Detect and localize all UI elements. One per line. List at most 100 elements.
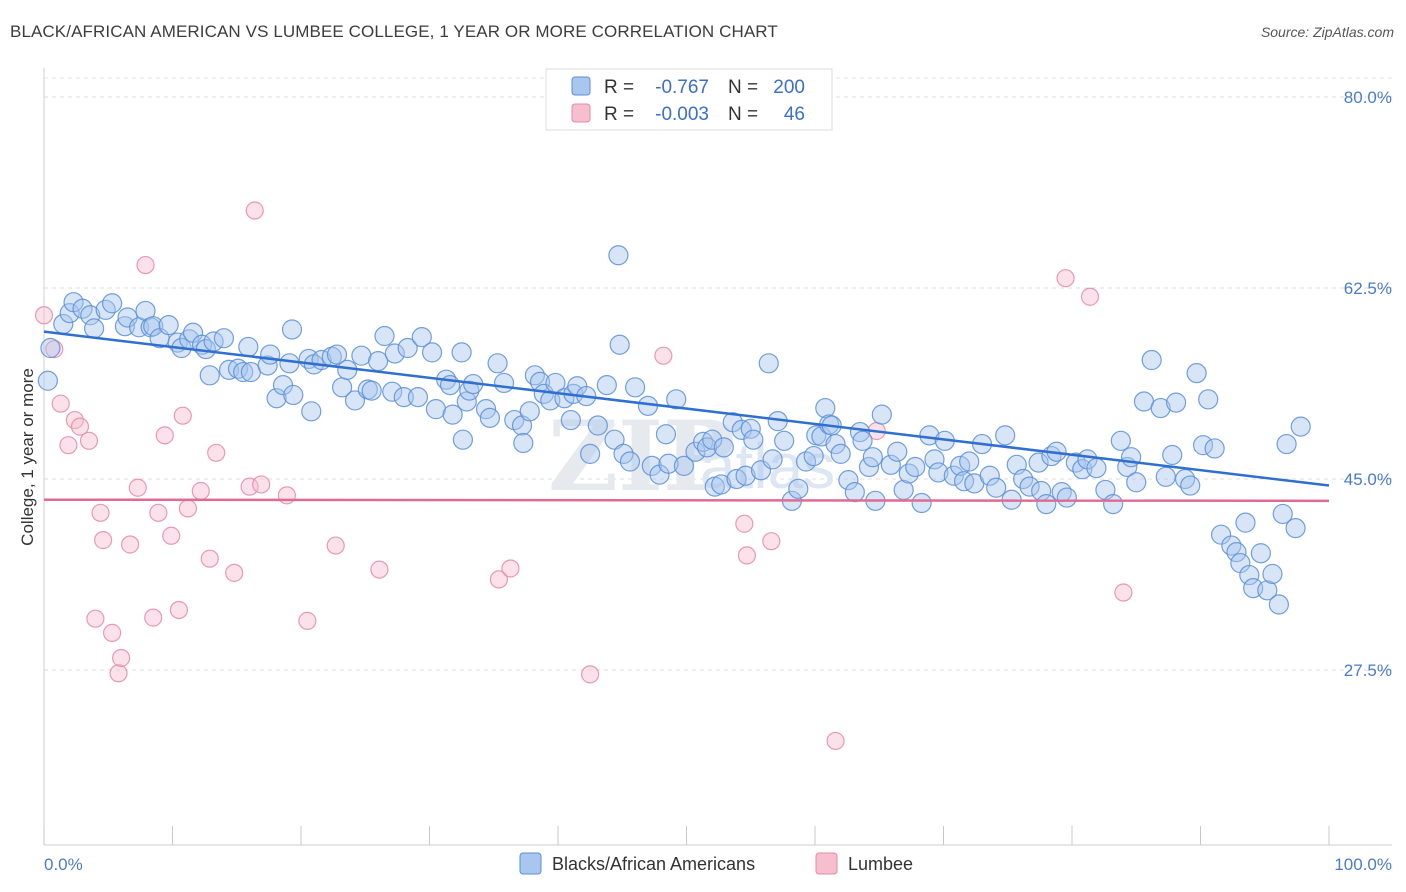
blue-data-point [1165, 392, 1187, 413]
blue-data-point [1250, 543, 1271, 564]
pink-data-point [109, 664, 128, 683]
blue-data-point [880, 454, 901, 475]
blue-data-point [758, 353, 779, 374]
legend-n-value-1: 200 [773, 77, 805, 98]
blue-data-point [762, 449, 783, 470]
blue-data-point [609, 334, 630, 355]
blue-data-point [451, 342, 472, 363]
legend-r-value-1: -0.767 [655, 77, 709, 98]
blue-data-point [1162, 444, 1183, 466]
pink-data-point [654, 346, 673, 365]
blue-data-point [1056, 487, 1077, 508]
blue-data-point [393, 387, 414, 408]
blue-data-point [702, 429, 723, 450]
blue-data-point [815, 397, 836, 419]
blue-data-point [1204, 438, 1225, 459]
pink-data-point [51, 394, 70, 413]
blue-data-point [1110, 430, 1131, 451]
blue-data-point [604, 429, 625, 450]
pink-data-point [501, 559, 520, 578]
blue-data-point [102, 293, 123, 314]
blue-data-point [979, 465, 1000, 486]
blue-data-point [711, 474, 732, 495]
blue-data-point [803, 445, 824, 467]
blue-data-point [560, 409, 581, 431]
y-tick-label: 62.5% [1344, 279, 1392, 298]
lumbee-points [34, 201, 1133, 751]
blue-data-point [624, 377, 646, 398]
pink-data-point [370, 560, 389, 579]
blue-data-point [788, 478, 809, 499]
blue-data-point [40, 337, 61, 359]
pink-data-point [149, 503, 168, 522]
blue-data-point [1180, 475, 1201, 496]
series-legend-swatch-blue [519, 852, 542, 875]
blue-data-point [213, 328, 234, 349]
blue-data-point [953, 471, 975, 492]
blue-data-point [959, 451, 980, 472]
source-credit: Source: ZipAtlas.com [1260, 24, 1394, 40]
blue-data-point [1226, 542, 1247, 563]
correlation-legend: R = -0.767 N = 200 R = -0.003 N = 46 [545, 68, 833, 131]
pink-data-point [252, 475, 271, 494]
pink-data-point [79, 431, 99, 450]
blue-data-point [673, 455, 695, 477]
blue-data-point [479, 407, 500, 428]
pink-data-point [737, 546, 756, 565]
blue-data-point [84, 318, 105, 339]
blue-data-point [1126, 472, 1147, 493]
pink-data-point [70, 417, 90, 436]
blue-data-point [80, 305, 101, 326]
y-tick-labels: 27.5% 45.0% 62.5% 80.0% [1344, 88, 1392, 680]
pink-data-point [1114, 583, 1133, 602]
pink-data-point [326, 536, 345, 555]
series-legend: Blacks/African Americans Lumbee [519, 852, 913, 875]
pink-data-point [207, 443, 226, 462]
pink-data-point [245, 201, 264, 220]
blue-data-point [421, 342, 443, 363]
blue-data-point [266, 388, 287, 409]
blue-data-point [233, 361, 254, 383]
blue-data-point [513, 432, 534, 454]
pink-data-point [178, 499, 198, 518]
blue-data-point [72, 298, 93, 319]
pink-data-point [277, 486, 296, 505]
blue-data-point [596, 375, 617, 396]
blue-data-point [943, 465, 964, 486]
blue-data-point [459, 380, 480, 401]
series-legend-label-pink: Lumbee [848, 854, 913, 874]
blue-data-point [1155, 466, 1176, 487]
blue-data-point [143, 316, 164, 337]
blue-data-point [37, 370, 58, 391]
blue-data-point [199, 365, 220, 386]
blue-data-point [1272, 503, 1293, 525]
blue-data-point [774, 430, 795, 451]
blue-data-point [743, 429, 764, 450]
blue-data-point [487, 353, 508, 374]
black-african-american-points [37, 245, 1311, 615]
blue-data-point [279, 353, 300, 374]
legend-swatch-pink [571, 103, 591, 123]
blue-data-point [830, 443, 851, 464]
blue-data-point [887, 441, 908, 462]
blue-data-point [361, 380, 382, 401]
blue-data-point [905, 456, 926, 478]
blue-data-point [871, 404, 892, 425]
pink-data-point [298, 611, 317, 630]
blue-data-point [452, 429, 474, 450]
lumbee-trend-line [43, 498, 1330, 503]
blue-data-point [1257, 580, 1278, 601]
blue-data-point [326, 344, 348, 365]
blue-data-point [844, 481, 865, 503]
blue-data-point [1262, 563, 1283, 585]
blue-data-point [1186, 363, 1207, 384]
blue-data-point [995, 425, 1016, 446]
blue-data-point [260, 344, 281, 365]
x-axis-ticks [43, 826, 1330, 845]
legend-r-label-1: R = [604, 77, 634, 98]
blue-data-point [580, 443, 601, 464]
blue-data-point [666, 389, 687, 410]
blue-data-point [1239, 564, 1260, 586]
pink-data-point [59, 436, 78, 455]
blue-data-point [1086, 457, 1107, 479]
